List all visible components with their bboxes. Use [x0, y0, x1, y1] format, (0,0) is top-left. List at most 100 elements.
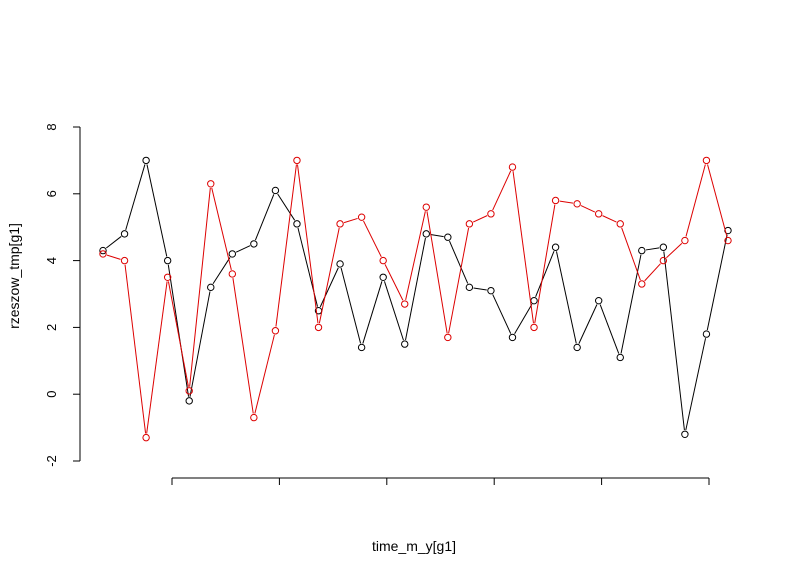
data-point [444, 233, 452, 241]
data-point [293, 220, 301, 228]
data-point [681, 236, 689, 245]
data-point [659, 243, 668, 251]
data-point [444, 333, 452, 342]
series-line-segment [426, 211, 448, 334]
y-tick-label: -2 [44, 455, 59, 467]
data-point [659, 256, 668, 265]
series-line-segment [319, 267, 339, 308]
data-point [379, 273, 387, 281]
data-point [594, 296, 603, 305]
data-point [465, 220, 474, 228]
series-line-segment [448, 227, 470, 334]
data-point [508, 163, 517, 171]
data-point [120, 256, 129, 265]
data-point [594, 210, 603, 218]
series-line-segment [167, 264, 190, 397]
series-line-segment [620, 254, 642, 354]
y-tick-label: 2 [44, 324, 59, 331]
series-line-segment [602, 215, 617, 223]
data-point [250, 413, 258, 422]
data-point [357, 343, 366, 352]
series-line-segment [645, 247, 660, 251]
series-line-segment [580, 205, 596, 213]
series-line-segment [492, 170, 512, 211]
data-point [638, 246, 646, 255]
series-line-segment [644, 263, 661, 282]
data-point [551, 196, 560, 205]
series-line-segment [492, 294, 512, 334]
data-point [401, 340, 409, 348]
x-axis [171, 477, 710, 485]
data-point [293, 156, 301, 165]
data-point [185, 387, 193, 395]
series-2 [99, 156, 732, 442]
series-line-segment [125, 164, 146, 230]
series-line-segment [405, 237, 426, 341]
plot-area [99, 156, 732, 442]
series-line-segment [512, 171, 534, 324]
series-line-segment [343, 217, 358, 224]
series-line-segment [254, 194, 275, 241]
series-line-segment [685, 338, 707, 431]
y-axis-title: rzeszow_tmp[g1] [6, 223, 22, 329]
data-point [228, 270, 237, 278]
data-point [724, 236, 732, 245]
data-point [163, 273, 172, 281]
series-line-segment [555, 251, 577, 344]
series-line-segment [685, 164, 706, 237]
data-point [551, 243, 560, 251]
data-point [616, 353, 624, 362]
data-point [530, 296, 538, 305]
series-line-segment [363, 220, 382, 258]
data-point [271, 186, 280, 195]
y-axis: -2 0 2 4 6 8 [44, 123, 81, 467]
series-line-segment [362, 281, 383, 344]
data-point [336, 220, 344, 228]
series-line-segment [340, 267, 362, 344]
x-axis-title: time_m_y[g1] [372, 538, 456, 554]
data-point [99, 250, 107, 258]
series-line-segment [472, 215, 488, 223]
data-point [336, 260, 344, 268]
data-point [487, 286, 495, 295]
data-point [508, 333, 517, 342]
data-point [271, 327, 280, 335]
series-line-segment [189, 291, 211, 397]
series-line-segment [559, 200, 574, 204]
data-point [422, 203, 430, 211]
series-line-segment [473, 287, 487, 291]
series-line-segment [578, 304, 598, 344]
data-point [379, 256, 387, 265]
y-tick-label: 6 [44, 190, 59, 197]
data-point [250, 240, 258, 248]
series-line-segment [189, 187, 211, 387]
data-point [702, 156, 711, 165]
series-line-segment [106, 254, 121, 260]
data-point [163, 256, 172, 265]
series-line-segment [275, 164, 297, 327]
series-line-segment [212, 257, 231, 285]
data-point [357, 213, 366, 221]
data-point [616, 220, 624, 228]
series-line-segment [599, 304, 620, 354]
data-point [487, 210, 495, 218]
data-point [638, 280, 646, 288]
y-tick-label: 8 [44, 123, 59, 130]
series-line-segment [146, 281, 168, 434]
series-line-segment [535, 250, 555, 297]
series-line-segment [211, 187, 232, 270]
series-line-segment [254, 334, 275, 414]
data-point [465, 283, 474, 292]
data-point [120, 230, 129, 238]
series-line-segment [232, 278, 254, 414]
data-point [142, 433, 150, 442]
data-point [228, 250, 237, 258]
data-point [530, 323, 538, 332]
series-line-segment [124, 264, 147, 434]
series-line-segment [706, 234, 728, 331]
data-point [573, 343, 581, 352]
series-line-segment [534, 204, 556, 324]
series-line-segment [167, 281, 189, 387]
series-1 [99, 156, 732, 438]
